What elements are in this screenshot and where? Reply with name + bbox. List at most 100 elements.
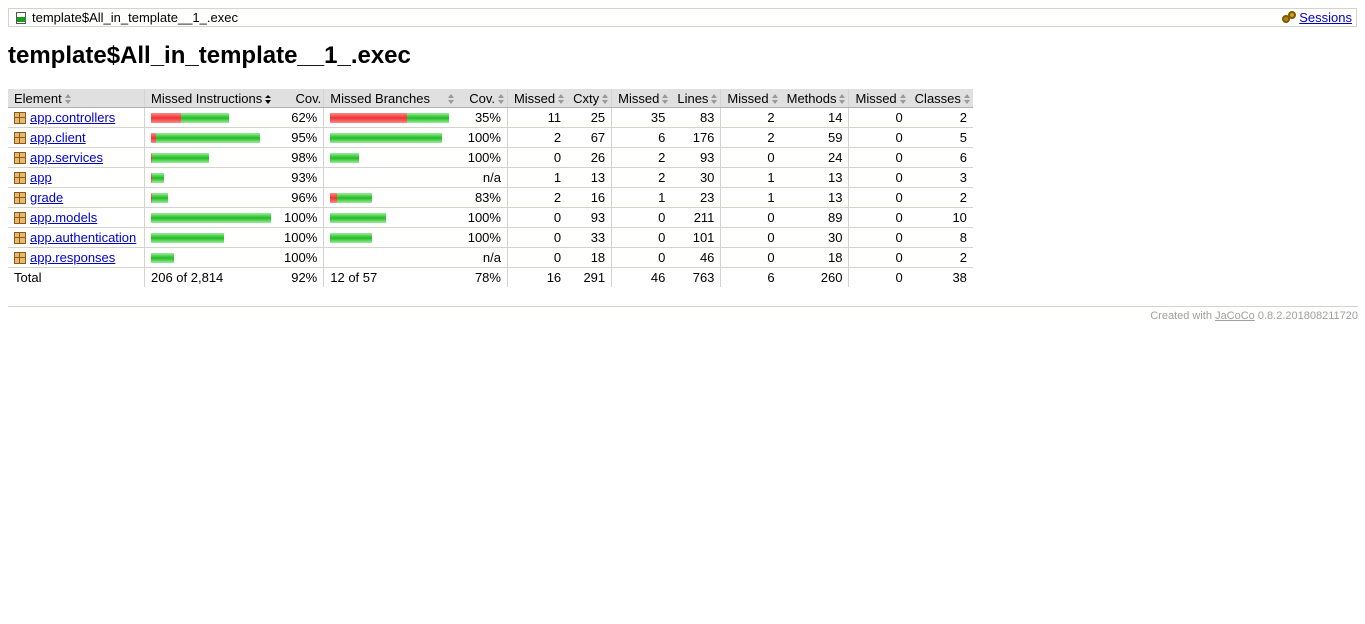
missed-methods: 2 <box>720 127 781 148</box>
missed-lines: 0 <box>611 207 672 228</box>
header-classes[interactable]: Classes <box>908 89 973 108</box>
covered-bar <box>407 112 450 123</box>
header-missed-branches[interactable]: Missed Branches <box>323 89 457 108</box>
report-icon <box>15 11 28 25</box>
package-icon <box>14 111 26 124</box>
sort-icon <box>64 94 72 105</box>
package-link[interactable]: app.models <box>30 210 98 225</box>
instr-cov: 96% <box>278 187 324 208</box>
missed-cxty: 1 <box>506 167 568 188</box>
header-element[interactable]: Element <box>8 89 145 108</box>
package-icon <box>14 171 26 184</box>
classes: 6 <box>908 147 973 168</box>
classes: 2 <box>908 107 973 128</box>
sort-icon <box>839 94 846 105</box>
cxty: 16 <box>567 187 612 208</box>
missed-classes: 0 <box>848 227 909 248</box>
methods: 30 <box>780 227 849 248</box>
missed-bar <box>151 192 152 203</box>
missed-cxty: 0 <box>506 207 568 228</box>
missed-methods: 2 <box>720 107 781 128</box>
missed-classes: 0 <box>848 167 909 188</box>
package-link[interactable]: app <box>30 170 52 185</box>
element-cell: app.client <box>8 127 145 148</box>
missed-methods: 1 <box>720 187 781 208</box>
instr-cov: 95% <box>278 127 324 148</box>
header-methods[interactable]: Methods <box>780 89 849 108</box>
package-icon <box>14 191 26 204</box>
header-row: Element Missed Instructions Cov. Missed … <box>8 89 973 108</box>
methods: 89 <box>780 207 849 228</box>
sessions-link-area[interactable]: Sessions <box>1282 10 1352 25</box>
table-row: app.client 95% 100% 2 67 6 176 2 59 0 5 <box>8 127 973 148</box>
total-missed-cxty: 16 <box>506 267 568 287</box>
sort-icon <box>497 94 505 105</box>
covered-bar <box>152 152 209 163</box>
missed-cxty: 0 <box>506 247 568 268</box>
branches-bar-cell <box>323 127 457 148</box>
package-link[interactable]: app.responses <box>30 250 116 265</box>
branch-cov: n/a <box>456 247 508 268</box>
sort-desc-icon <box>265 94 272 105</box>
package-icon <box>14 251 26 264</box>
cxty: 33 <box>567 227 612 248</box>
classes: 2 <box>908 247 973 268</box>
element-cell: app <box>8 167 145 188</box>
missed-classes: 0 <box>848 107 909 128</box>
package-link[interactable]: app.services <box>30 150 103 165</box>
covered-bar <box>330 232 373 243</box>
header-branch-cov[interactable]: Cov. <box>456 89 508 108</box>
package-link[interactable]: app.client <box>30 130 86 145</box>
lines: 176 <box>671 127 721 148</box>
instr-cov: 100% <box>278 207 324 228</box>
header-cxty[interactable]: Cxty <box>567 89 612 108</box>
package-link[interactable]: grade <box>30 190 64 205</box>
package-link[interactable]: app.controllers <box>30 110 116 125</box>
header-missed-lines[interactable]: Missed <box>611 89 672 108</box>
missed-lines: 0 <box>611 227 672 248</box>
table-row: app.controllers 62% 35% 11 25 35 83 2 14 0 2 <box>8 107 973 128</box>
methods: 13 <box>780 187 849 208</box>
branches-bar-cell <box>323 167 457 188</box>
covered-bar <box>151 232 224 243</box>
package-link[interactable]: app.authentication <box>30 230 137 245</box>
sort-icon <box>558 94 565 105</box>
jacoco-link[interactable]: JaCoCo <box>1215 310 1255 322</box>
instructions-bar-cell <box>144 247 278 268</box>
missed-bar <box>330 112 408 123</box>
breadcrumb-label: template$All_in_template__1_.exec <box>32 10 238 25</box>
sort-icon <box>899 94 907 105</box>
missed-bar <box>151 152 152 163</box>
missed-cxty: 2 <box>506 187 568 208</box>
table-row: app.models 100% 100% 0 93 0 211 0 89 0 10 <box>8 207 973 228</box>
missed-lines: 6 <box>611 127 672 148</box>
covered-bar <box>152 172 164 183</box>
classes: 2 <box>908 187 973 208</box>
header-missed-cxty[interactable]: Missed <box>506 89 568 108</box>
covered-bar <box>156 132 260 143</box>
instructions-bar-cell <box>144 227 278 248</box>
missed-lines: 2 <box>611 167 672 188</box>
header-missed-classes[interactable]: Missed <box>848 89 909 108</box>
page-title: template$All_in_template__1_.exec <box>8 42 411 69</box>
package-icon <box>14 131 26 144</box>
cxty: 26 <box>567 147 612 168</box>
methods: 18 <box>780 247 849 268</box>
branches-bar-cell <box>323 147 457 168</box>
header-missed-methods[interactable]: Missed <box>720 89 781 108</box>
header-lines[interactable]: Lines <box>671 89 721 108</box>
missed-cxty: 0 <box>506 227 568 248</box>
classes: 8 <box>908 227 973 248</box>
element-cell: app.authentication <box>8 227 145 248</box>
covered-bar <box>152 192 168 203</box>
branch-cov: 83% <box>456 187 508 208</box>
branches-bar-cell <box>323 207 457 228</box>
branches-bar-cell <box>323 227 457 248</box>
header-instr-cov[interactable]: Cov. <box>278 89 324 108</box>
table-row: app 93% n/a 1 13 2 30 1 13 0 3 <box>8 167 973 188</box>
missed-cxty: 2 <box>506 127 568 148</box>
sessions-link[interactable]: Sessions <box>1299 10 1352 25</box>
sort-icon <box>602 94 609 105</box>
header-missed-instructions[interactable]: Missed Instructions <box>144 89 278 108</box>
lines: 30 <box>671 167 721 188</box>
